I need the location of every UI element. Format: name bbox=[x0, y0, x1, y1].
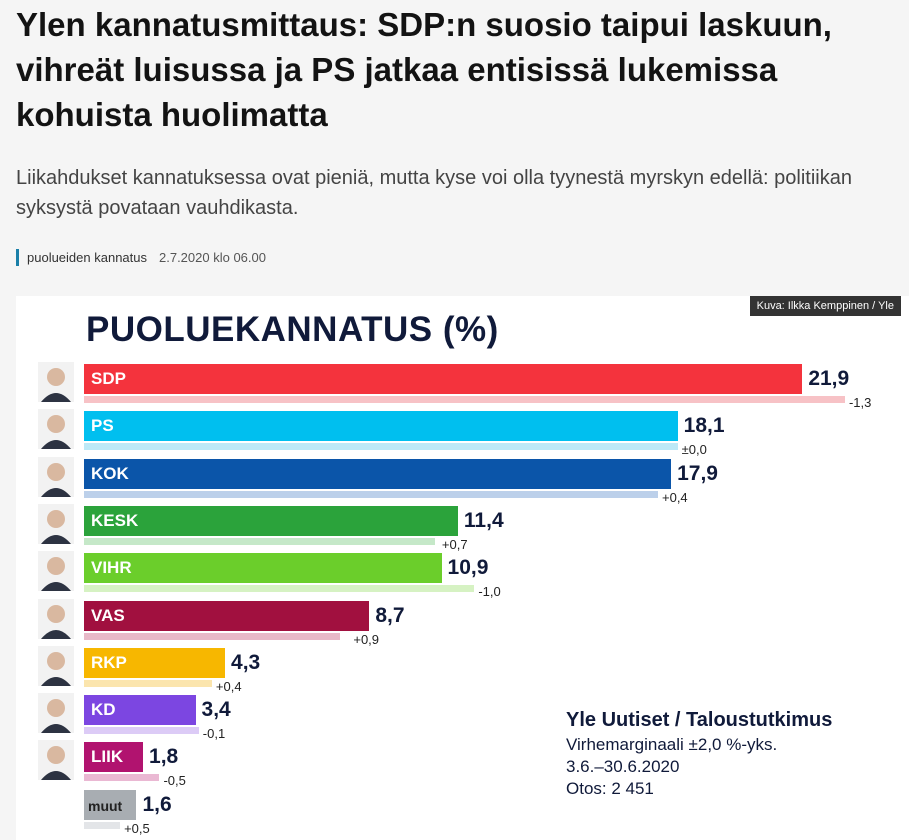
bar-row-kok: KOK 17,9 +0,4 bbox=[16, 456, 896, 506]
value-label: 11,4 bbox=[463, 508, 504, 532]
party-label: PS bbox=[91, 416, 114, 436]
bar-row-liik: LIIK 1,8 -0,5 bbox=[16, 740, 896, 789]
value-label: 1,6 bbox=[142, 792, 172, 816]
change-label: +0,7 bbox=[441, 536, 468, 552]
leader-portrait-icon bbox=[38, 409, 74, 450]
value-label: 8,7 bbox=[375, 603, 405, 627]
value-label: 21,9 bbox=[808, 367, 850, 390]
error-margin: Virhemarginaali ±2,0 %-yks. bbox=[566, 735, 778, 754]
bar bbox=[84, 789, 137, 820]
previous-bar bbox=[84, 727, 199, 735]
bar-row-sdp: SDP 21,9 -1,3 bbox=[16, 362, 896, 411]
leader-portrait-icon bbox=[38, 362, 74, 402]
party-label: VIHR bbox=[91, 558, 132, 578]
article-meta: puolueiden kannatus 2.7.2020 klo 06.00 bbox=[16, 249, 266, 266]
value-label: 18,1 bbox=[683, 414, 725, 438]
party-label: KD bbox=[91, 700, 116, 720]
value-label: 17,9 bbox=[677, 461, 718, 485]
party-label: LIIK bbox=[91, 747, 124, 767]
bar bbox=[84, 695, 196, 726]
leader-portrait-icon bbox=[38, 456, 74, 497]
previous-bar bbox=[84, 537, 435, 545]
bar-row-rkp: RKP 4,3 +0,4 bbox=[16, 645, 896, 695]
chart-source: Yle Uutiset / Taloustutkimus Virhemargin… bbox=[566, 709, 832, 800]
category-marker bbox=[16, 249, 19, 266]
bar bbox=[84, 647, 226, 678]
bar bbox=[84, 458, 672, 489]
previous-bar bbox=[84, 774, 160, 782]
party-label: RKP bbox=[91, 652, 127, 672]
bar-row-vas: VAS 8,7 +0,9 bbox=[16, 598, 896, 648]
previous-bar bbox=[84, 632, 340, 640]
change-label: +0,9 bbox=[353, 631, 380, 647]
previous-bar bbox=[84, 585, 475, 593]
change-label: -0,1 bbox=[202, 726, 226, 742]
leader-portrait-icon bbox=[38, 503, 74, 544]
publish-date: 2.7.2020 klo 06.00 bbox=[159, 250, 266, 265]
party-label: KOK bbox=[91, 463, 129, 483]
bar bbox=[84, 411, 678, 442]
party-label: muut bbox=[88, 797, 123, 814]
value-label: 4,3 bbox=[231, 650, 261, 674]
previous-bar bbox=[84, 679, 212, 687]
value-label: 10,9 bbox=[447, 556, 489, 580]
previous-bar bbox=[84, 490, 658, 498]
bar-row-vihr: VIHR 10,9 -1,0 bbox=[16, 551, 896, 600]
source-name: Yle Uutiset / Taloustutkimus bbox=[566, 709, 833, 731]
sample-size: Otos: 2 451 bbox=[566, 779, 654, 798]
bar-row-ps: PS 18,1 ±0,0 bbox=[16, 409, 896, 458]
article-lead: Liikahdukset kannatuksessa ovat pieniä, … bbox=[16, 167, 852, 219]
value-label: 1,8 bbox=[149, 745, 179, 769]
bar bbox=[84, 600, 370, 631]
image-credit: Kuva: Ilkka Kemppinen / Yle bbox=[749, 296, 901, 316]
value-label: 3,4 bbox=[201, 698, 231, 722]
leader-portrait-icon bbox=[38, 645, 74, 686]
bar-row-kesk: KESK 11,4 +0,7 bbox=[16, 503, 896, 553]
survey-period: 3.6.–30.6.2020 bbox=[566, 757, 680, 776]
leader-portrait-icon bbox=[38, 551, 74, 592]
leader-portrait-icon bbox=[38, 598, 74, 639]
article-title: Ylen kannatusmittaus: SDP:n suosio taipu… bbox=[16, 6, 832, 133]
change-label: +0,4 bbox=[215, 678, 242, 694]
change-label: ±0,0 bbox=[681, 442, 707, 458]
party-label: KESK bbox=[91, 510, 139, 530]
change-label: -1,0 bbox=[478, 584, 501, 600]
bar bbox=[84, 364, 803, 394]
previous-bar bbox=[84, 821, 121, 829]
bar bbox=[84, 742, 144, 773]
chart-title: PUOLUEKANNATUS (%) bbox=[86, 310, 499, 349]
change-label: -0,5 bbox=[163, 773, 186, 789]
previous-bar bbox=[84, 396, 845, 403]
bar bbox=[84, 505, 458, 536]
change-label: +0,4 bbox=[662, 489, 688, 505]
previous-bar bbox=[84, 443, 678, 451]
change-label: -1,3 bbox=[848, 395, 872, 410]
change-label: +0,5 bbox=[124, 820, 150, 836]
poll-chart-image: Kuva: Ilkka Kemppinen / Yle PUOLUEKANNAT… bbox=[16, 296, 909, 840]
leader-portrait-icon bbox=[38, 740, 74, 781]
party-label: SDP bbox=[91, 369, 126, 388]
bar-row-kd: KD 3,4 -0,1 bbox=[16, 693, 896, 742]
leader-portrait-icon bbox=[38, 693, 74, 734]
bar bbox=[84, 553, 442, 584]
bar-row-muut: muut 1,6 +0,5 bbox=[16, 789, 896, 837]
party-label: VAS bbox=[91, 605, 125, 625]
category-link[interactable]: puolueiden kannatus bbox=[27, 250, 147, 265]
